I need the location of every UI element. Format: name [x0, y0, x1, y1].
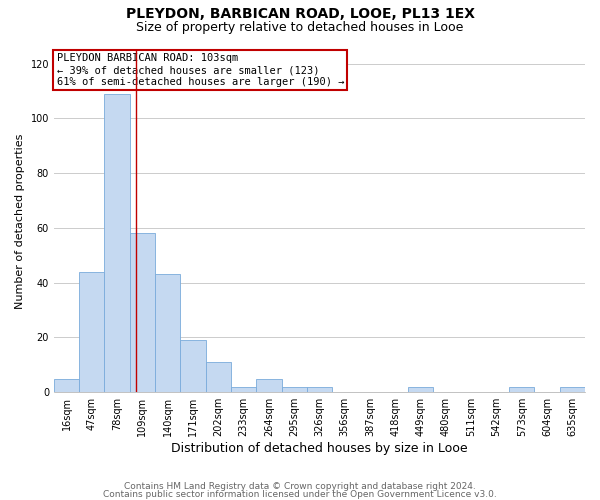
X-axis label: Distribution of detached houses by size in Looe: Distribution of detached houses by size … [171, 442, 468, 455]
Bar [104, 94, 130, 392]
Text: Contains HM Land Registry data © Crown copyright and database right 2024.: Contains HM Land Registry data © Crown c… [124, 482, 476, 491]
Bar [130, 234, 155, 392]
Text: PLEYDON, BARBICAN ROAD, LOOE, PL13 1EX: PLEYDON, BARBICAN ROAD, LOOE, PL13 1EX [125, 8, 475, 22]
Bar [79, 272, 104, 392]
Bar [560, 386, 585, 392]
Text: PLEYDON BARBICAN ROAD: 103sqm
← 39% of detached houses are smaller (123)
61% of : PLEYDON BARBICAN ROAD: 103sqm ← 39% of d… [56, 54, 344, 86]
Bar [231, 386, 256, 392]
Y-axis label: Number of detached properties: Number of detached properties [15, 134, 25, 309]
Text: Contains public sector information licensed under the Open Government Licence v3: Contains public sector information licen… [103, 490, 497, 499]
Bar [281, 386, 307, 392]
Bar [408, 386, 433, 392]
Bar [206, 362, 231, 392]
Bar [181, 340, 206, 392]
Text: Size of property relative to detached houses in Looe: Size of property relative to detached ho… [136, 21, 464, 34]
Bar [307, 386, 332, 392]
Bar [54, 378, 79, 392]
Bar [509, 386, 535, 392]
Bar [256, 378, 281, 392]
Bar [155, 274, 181, 392]
